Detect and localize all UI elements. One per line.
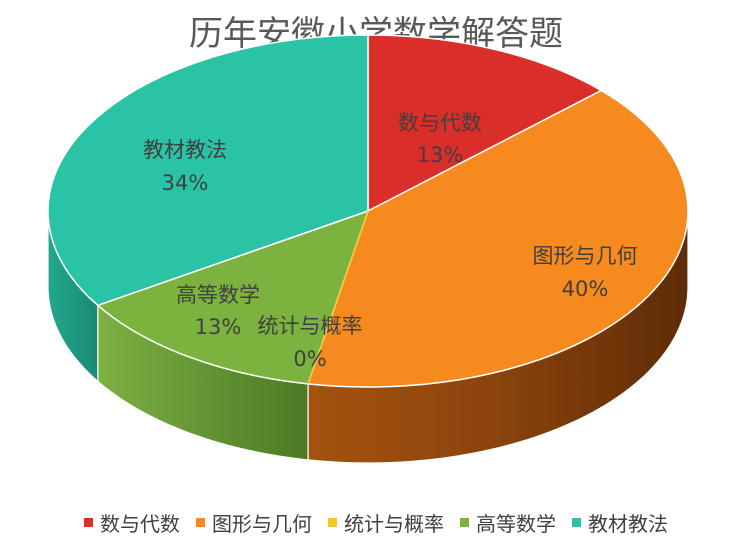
slice-label-number-algebra: 数与代数 — [398, 111, 482, 135]
slice-label-pedagogy: 教材教法 — [143, 138, 227, 162]
slice-pedagogy — [47, 34, 369, 307]
legend-item-number-algebra: 数与代数 — [84, 508, 180, 537]
legend-swatch-pedagogy — [572, 517, 581, 527]
slice-percent-geometry: 40% — [562, 277, 609, 301]
slice-label-higher-math: 高等数学 — [176, 283, 260, 307]
slice-percent-statistics: 0% — [293, 347, 326, 371]
legend-swatch-statistics — [328, 517, 337, 527]
legend-item-geometry: 图形与几何 — [196, 508, 312, 537]
slice-statistics — [307, 210, 369, 385]
legend-label-higher-math: 高等数学 — [476, 511, 556, 536]
slice-label-statistics: 统计与概率 — [258, 314, 363, 338]
slice-higher-math — [96, 209, 370, 385]
legend-label-number-algebra: 数与代数 — [100, 511, 180, 536]
legend-item-pedagogy: 教材教法 — [572, 508, 668, 537]
slice-percent-pedagogy: 34% — [162, 171, 209, 195]
legend-item-statistics: 统计与概率 — [328, 508, 444, 537]
slice-label-geometry: 图形与几何 — [533, 244, 638, 268]
legend-label-pedagogy: 教材教法 — [588, 511, 668, 536]
legend-swatch-number-algebra — [84, 517, 93, 527]
legend-label-statistics: 统计与概率 — [344, 511, 444, 536]
legend-item-higher-math: 高等数学 — [460, 508, 556, 537]
slice-percent-number-algebra: 13% — [417, 143, 464, 167]
legend-swatch-geometry — [196, 517, 205, 527]
slice-percent-higher-math: 13% — [195, 315, 242, 339]
legend-label-geometry: 图形与几何 — [212, 511, 312, 536]
slice-geometry — [307, 89, 689, 388]
slice-number-algebra — [367, 34, 603, 213]
legend: 数与代数 图形与几何 统计与概率 高等数学 教材教法 — [0, 505, 752, 539]
legend-swatch-higher-math — [460, 517, 469, 527]
